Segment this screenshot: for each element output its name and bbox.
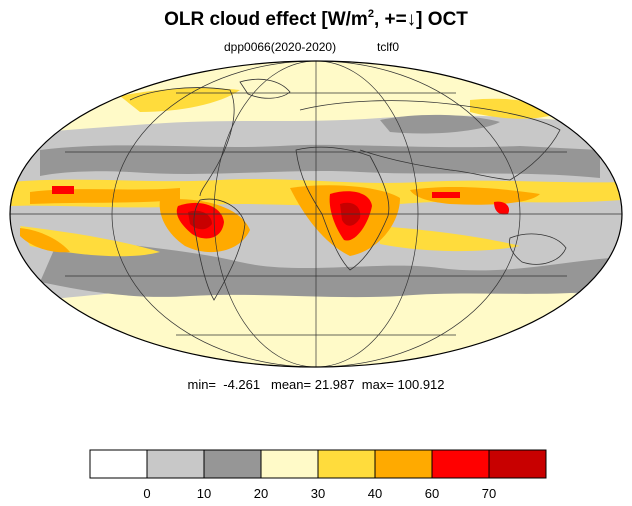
colorbar-tick-label: 40 [367, 486, 383, 501]
coast-africa [295, 146, 390, 271]
subtitle-experiment: dpp0066(2020-2020) [224, 40, 337, 54]
colorbar-swatch-7 [488, 449, 547, 479]
colorbar-swatch-1 [146, 449, 205, 479]
colorbar-swatch-0 [89, 449, 148, 479]
field-dark-south [40, 236, 610, 298]
stat-min: -4.261 [223, 377, 261, 392]
title-rest: , +=↓] OCT [373, 9, 468, 30]
title-main: OLR cloud effect [W/m [164, 9, 368, 30]
colorbar-swatch-4 [317, 449, 376, 479]
field-yellow-asia [470, 98, 560, 119]
colorbar-swatch-6 [431, 449, 490, 479]
field-red-borneo [494, 201, 510, 215]
mollweide-map [9, 60, 623, 368]
colorbar-swatch-2 [203, 449, 262, 479]
colorbar-swatch-3 [260, 449, 319, 479]
colorbar-tick-label: 10 [196, 486, 212, 501]
coast-greenland [239, 78, 291, 99]
stat-max: 100.912 [397, 377, 445, 392]
stat-min-label: min= [187, 377, 217, 392]
field-yellow-indian [380, 226, 520, 252]
stat-mean-label: mean= [270, 377, 312, 392]
colorbar-swatch-5 [374, 449, 433, 479]
field-statistics: min= -4.261 mean= 21.987 max= 100.912 [0, 377, 632, 392]
stat-mean: 21.987 [314, 377, 355, 392]
stat-max-label: max= [361, 377, 394, 392]
field-orange-indo [410, 187, 540, 205]
map-title: OLR cloud effect [W/m2, +=↓] OCT [0, 8, 632, 31]
globe-outline [9, 60, 623, 368]
coast-eurasia [299, 100, 561, 181]
colorbar-tick-label: 70 [481, 486, 497, 501]
field-dark-north [40, 144, 600, 178]
coastlines [129, 78, 567, 301]
field-orange-epac [20, 228, 70, 253]
field-red-pacific [52, 186, 74, 194]
field-dark-eurasia [380, 114, 500, 134]
colorbar-tick-label: 0 [143, 486, 151, 501]
subtitle-variable: tclf0 [377, 40, 400, 54]
title-superscript: 2 [367, 8, 374, 20]
coast-south-america [193, 198, 246, 301]
colorbar-tick-label: 20 [253, 486, 269, 501]
colorbar-tick-label: 30 [310, 486, 326, 501]
field-red-indian [432, 192, 460, 198]
colorbar-tick-label: 60 [424, 486, 440, 501]
coast-australia [509, 233, 567, 265]
coast-north-america [129, 87, 235, 197]
